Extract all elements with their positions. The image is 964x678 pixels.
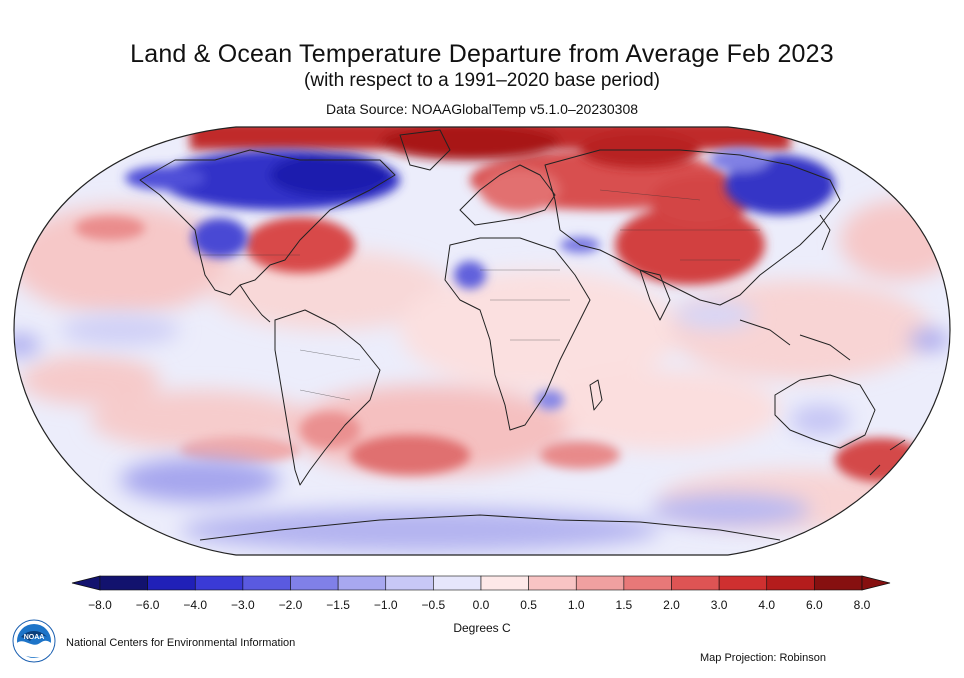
map-subtitle: (with respect to a 1991–2020 base period… — [304, 70, 660, 91]
scale-tick-label: −2.0 — [278, 598, 303, 612]
data-source: Data Source: NOAAGlobalTemp v5.1.0–20230… — [325, 101, 639, 117]
scale-swatch — [766, 575, 815, 591]
scale-swatch — [671, 575, 720, 591]
scale-swatch — [290, 575, 339, 591]
scale-tick-label: −1.5 — [326, 598, 350, 612]
scale-swatch — [99, 575, 148, 591]
scale-swatch — [480, 575, 529, 591]
scale-tick-label: −4.0 — [183, 598, 208, 612]
scale-tick-label: 3.0 — [710, 598, 728, 612]
scale-tick-label: −6.0 — [135, 598, 160, 612]
scale-swatch — [433, 575, 482, 591]
scale-tick-label: −0.5 — [421, 598, 446, 612]
scale-swatch — [242, 575, 291, 591]
agency-name: National Centers for Environmental Infor… — [66, 637, 296, 649]
scale-tick-label: 6.0 — [806, 598, 823, 612]
scale-swatch — [147, 575, 196, 591]
scale-swatch — [814, 575, 863, 591]
scale-tick-label: −8.0 — [88, 598, 112, 612]
anomaly-field — [14, 127, 950, 555]
scale-swatch — [575, 575, 625, 591]
scale-arrow-high — [861, 575, 891, 591]
scale-tick-label: 0.5 — [520, 598, 537, 612]
scale-swatch — [623, 575, 672, 591]
units-label: Degrees C — [453, 621, 511, 635]
country-borders — [200, 189, 760, 401]
scale-swatch — [194, 575, 244, 591]
noaa-logo: NOAA — [12, 619, 56, 663]
scale-tick-label: 8.0 — [853, 598, 871, 612]
projection-note: Map Projection: Robinson — [700, 652, 826, 664]
globe-border — [13, 126, 951, 556]
scale-tick-label: −1.0 — [373, 598, 398, 612]
scale-swatch — [718, 575, 768, 591]
scale-swatch — [385, 575, 434, 591]
scale-tick-label: 0.0 — [472, 598, 490, 612]
scale-tick-label: −3.0 — [231, 598, 255, 612]
scale-swatch — [337, 575, 387, 591]
map-title: Land & Ocean Temperature Departure from … — [130, 40, 834, 68]
scale-tick-label: 2.0 — [663, 598, 680, 612]
scale-tick-label: 1.5 — [615, 598, 633, 612]
scale-tick-label: 1.0 — [567, 598, 585, 612]
logo-text: NOAA — [24, 634, 45, 641]
scale-swatch — [528, 575, 577, 591]
scale-arrow-low — [71, 575, 101, 591]
scale-tick-label: 4.0 — [758, 598, 776, 612]
